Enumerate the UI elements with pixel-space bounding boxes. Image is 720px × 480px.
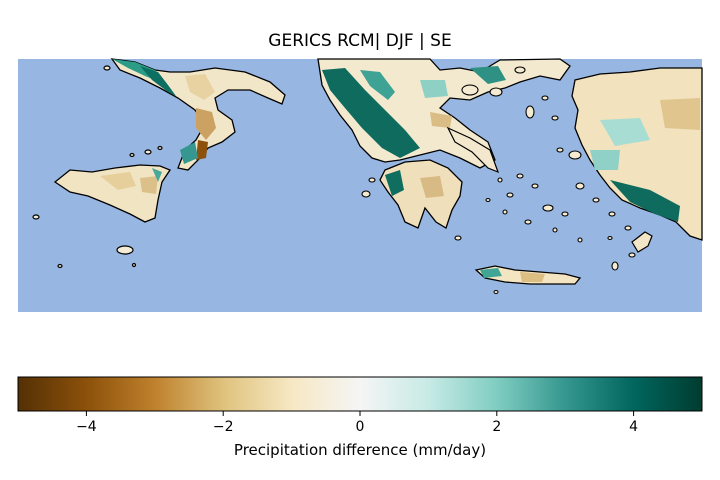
colorbar-tick-label: 4 [629,419,639,435]
small-island-south [493,290,499,294]
small-islands-west [32,65,163,269]
colorbar-tick-label: 2 [492,419,502,435]
peloponnese-land [379,159,463,229]
rhodes-island [631,231,653,253]
crete-land [474,265,582,285]
colorbar-tick-label: −2 [212,419,234,435]
colorbar-tick-label: −4 [76,419,97,435]
sicily-land [53,164,171,223]
colorbar-tick-marks [85,411,635,416]
italy-land [110,58,286,171]
colorbar [17,376,703,412]
evia-island [446,126,500,174]
greece-land [317,58,571,169]
aegean-islands [361,66,636,271]
turkey-land [571,67,703,241]
colorbar-label: Precipitation difference (mm/day) [233,441,487,459]
map-title: GERICS RCM| DJF | SE [268,31,452,51]
colorbar-tick-label: 0 [355,419,365,435]
